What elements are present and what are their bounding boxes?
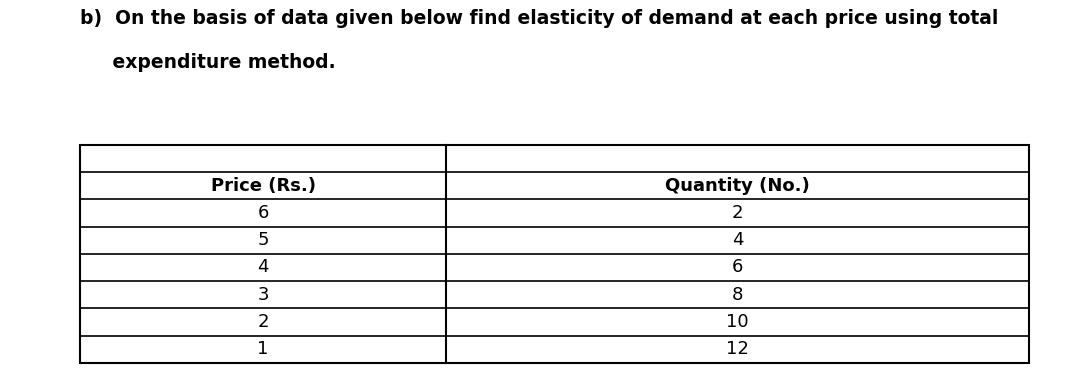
Text: 2: 2 bbox=[257, 313, 269, 331]
Text: b)  On the basis of data given below find elasticity of demand at each price usi: b) On the basis of data given below find… bbox=[80, 9, 999, 29]
Text: 3: 3 bbox=[257, 286, 269, 304]
Text: Quantity (No.): Quantity (No.) bbox=[665, 177, 809, 195]
Text: 6: 6 bbox=[257, 204, 269, 222]
Text: 4: 4 bbox=[731, 231, 743, 249]
Text: expenditure method.: expenditure method. bbox=[80, 53, 336, 72]
Text: Price (Rs.): Price (Rs.) bbox=[210, 177, 315, 195]
Text: 5: 5 bbox=[257, 231, 269, 249]
Text: 8: 8 bbox=[732, 286, 743, 304]
Text: 4: 4 bbox=[257, 258, 269, 276]
Text: 12: 12 bbox=[726, 340, 749, 358]
Text: 2: 2 bbox=[731, 204, 743, 222]
Text: 10: 10 bbox=[726, 313, 748, 331]
Bar bbox=[80, 145, 1029, 363]
Text: 1: 1 bbox=[257, 340, 269, 358]
Text: 6: 6 bbox=[732, 258, 743, 276]
